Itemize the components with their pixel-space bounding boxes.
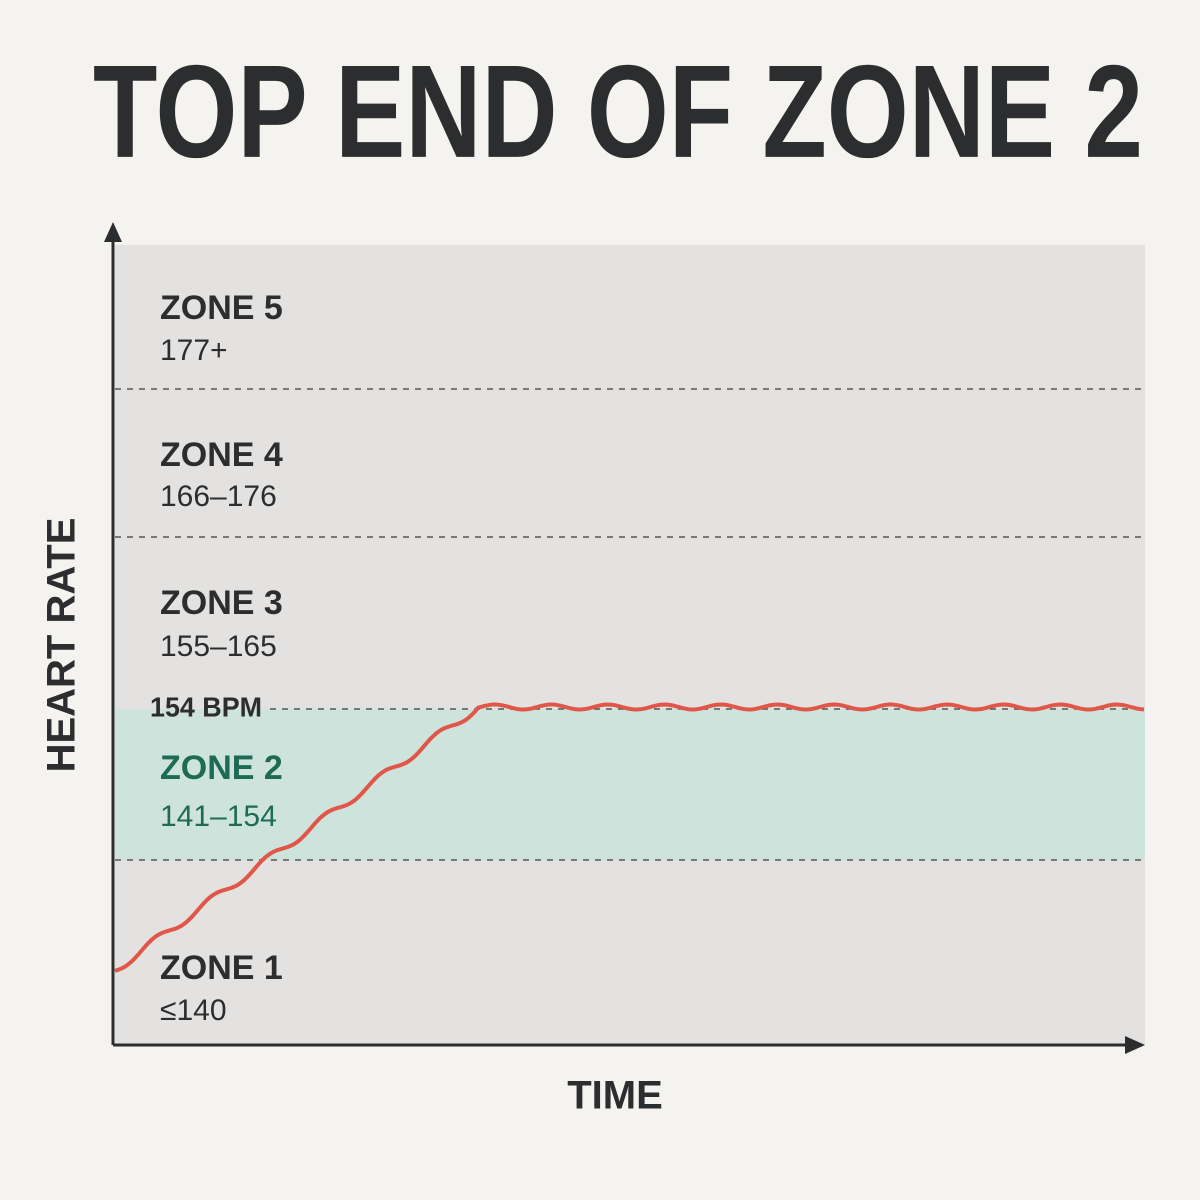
zone-2-band [115,709,1145,860]
plot-area [115,245,1145,1045]
y-axis-label: HEART RATE [40,518,84,773]
zone-range: 166–176 [160,480,277,513]
axes [104,222,1145,1054]
zone-range: 155–165 [160,630,277,663]
x-axis-label: TIME [567,1074,663,1118]
zone-name: ZONE 1 [160,949,283,987]
zone-range: 177+ [160,334,228,367]
zone-dividers [115,388,1145,861]
heart-rate-line [114,702,1145,973]
zone-range: ≤140 [160,994,227,1027]
zone-name: ZONE 4 [160,436,283,474]
zone-name: ZONE 2 [160,749,283,787]
zone-range: 141–154 [160,800,277,833]
x-arrow [1125,1036,1145,1054]
zone-name: ZONE 3 [160,584,283,622]
title: TOP END OF ZONE 2 [93,38,1143,185]
zone-name: ZONE 5 [160,289,283,327]
marker-label: 154 BPM [150,691,262,722]
y-arrow [104,222,122,242]
